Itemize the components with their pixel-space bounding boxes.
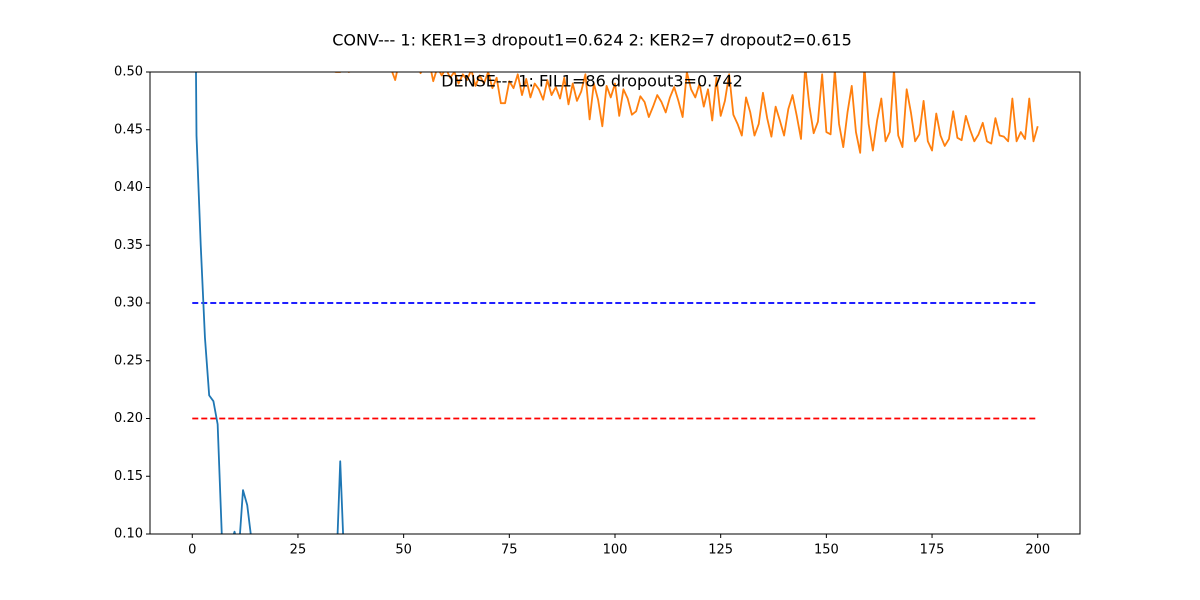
y-tick-label: 0.20 [114, 411, 143, 426]
x-tick-label: 150 [814, 543, 839, 558]
series-line [332, 72, 1039, 154]
chart-title: CONV--- 1: KER1=3 dropout1=0.624 2: KER2… [332, 31, 852, 50]
x-tick-label: 100 [603, 543, 628, 558]
y-tick-label: 0.45 [114, 122, 143, 137]
y-tick-label: 0.10 [114, 527, 143, 542]
chart-subtitle: DENSE--- 1: FIL1=86 dropout3=0.742 [441, 72, 743, 91]
x-tick-label: 125 [708, 543, 733, 558]
x-tick-label: 25 [290, 543, 307, 558]
y-tick-label: 0.30 [114, 296, 143, 311]
y-tick-label: 0.35 [114, 238, 143, 253]
plot-area [192, 72, 1039, 534]
x-tick-label: 75 [501, 543, 518, 558]
y-tick-label: 0.50 [114, 65, 143, 80]
x-tick-label: 175 [920, 543, 945, 558]
x-tick-label: 200 [1025, 543, 1050, 558]
x-tick-label: 50 [395, 543, 412, 558]
y-tick-label: 0.25 [114, 353, 143, 368]
y-tick-label: 0.40 [114, 180, 143, 195]
y-tick-label: 0.15 [114, 469, 143, 484]
x-tick-label: 0 [188, 543, 196, 558]
